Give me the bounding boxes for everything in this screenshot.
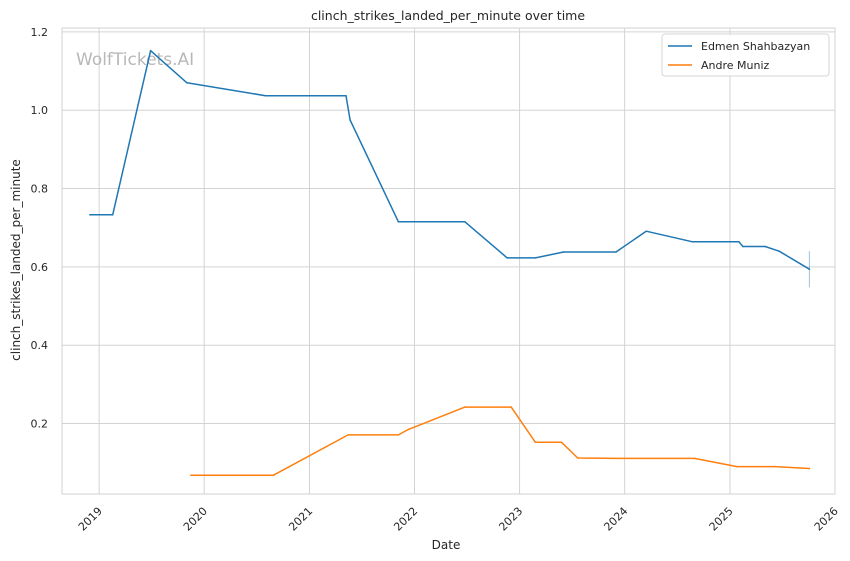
data-point	[808, 268, 811, 271]
data-point	[111, 213, 114, 216]
series-layer	[89, 49, 811, 477]
y-tick-label: 0.2	[31, 418, 49, 431]
y-tick-label: 0.8	[31, 183, 49, 196]
legend-label: Andre Muniz	[701, 59, 770, 72]
data-point	[464, 406, 466, 408]
data-point	[464, 221, 466, 223]
y-tick-label: 1.0	[31, 104, 49, 117]
data-point	[645, 230, 648, 233]
data-point	[615, 457, 617, 460]
series-line-0	[89, 49, 810, 270]
y-tick-label: 0.6	[31, 261, 49, 274]
data-point	[272, 474, 275, 477]
legend-label: Edmen Shahbazyan	[701, 40, 810, 53]
data-point	[510, 406, 513, 408]
data-point	[736, 465, 738, 468]
x-tick-label: 2023	[496, 505, 525, 534]
data-point	[186, 82, 188, 84]
y-tick-label: 0.4	[31, 339, 49, 352]
x-tick-label: 2025	[707, 505, 736, 534]
data-point	[397, 434, 400, 436]
data-point	[764, 245, 766, 248]
x-tick-label: 2021	[286, 505, 315, 534]
x-tick-label: 2019	[76, 505, 105, 534]
chart-title: clinch_strikes_landed_per_minute over ti…	[311, 8, 585, 23]
data-point	[774, 465, 776, 468]
y-tick-label: 1.2	[31, 26, 49, 39]
data-point	[397, 221, 400, 223]
data-point	[562, 251, 565, 253]
grid	[62, 28, 836, 494]
data-point	[149, 49, 152, 52]
data-point	[534, 441, 537, 444]
legend: Edmen Shahbazyan Andre Muniz	[661, 33, 830, 77]
x-tick-label: 2026	[812, 505, 841, 534]
data-point	[349, 119, 351, 121]
x-axis-title: Date	[432, 538, 461, 552]
data-point	[742, 245, 744, 248]
data-point	[264, 94, 267, 97]
plot-area	[61, 27, 836, 495]
data-point	[693, 457, 696, 460]
data-point	[691, 241, 694, 243]
data-point	[407, 428, 410, 431]
legend-box	[661, 33, 830, 77]
data-point	[506, 257, 509, 259]
data-point	[534, 257, 537, 259]
data-point	[778, 250, 780, 253]
data-point	[615, 251, 617, 253]
data-point	[345, 94, 347, 97]
x-tick-label: 2024	[601, 505, 630, 534]
data-point	[89, 213, 91, 216]
x-tick-label: 2022	[391, 505, 420, 534]
data-point	[576, 457, 579, 459]
data-point	[190, 474, 192, 477]
y-axis-ticks: 0.2 0.4 0.6 0.8 1.0 1.2	[31, 26, 49, 431]
y-axis-title: clinch_strikes_landed_per_minute	[9, 159, 23, 361]
data-point	[808, 467, 811, 470]
watermark: WolfTickets.AI	[76, 50, 194, 70]
data-point	[347, 434, 349, 436]
x-tick-label: 2020	[181, 505, 210, 534]
x-axis-ticks: 2019 2020 2021 2022 2023 2024 2025 2026	[76, 505, 841, 534]
data-point	[560, 441, 563, 444]
data-point	[738, 241, 740, 243]
